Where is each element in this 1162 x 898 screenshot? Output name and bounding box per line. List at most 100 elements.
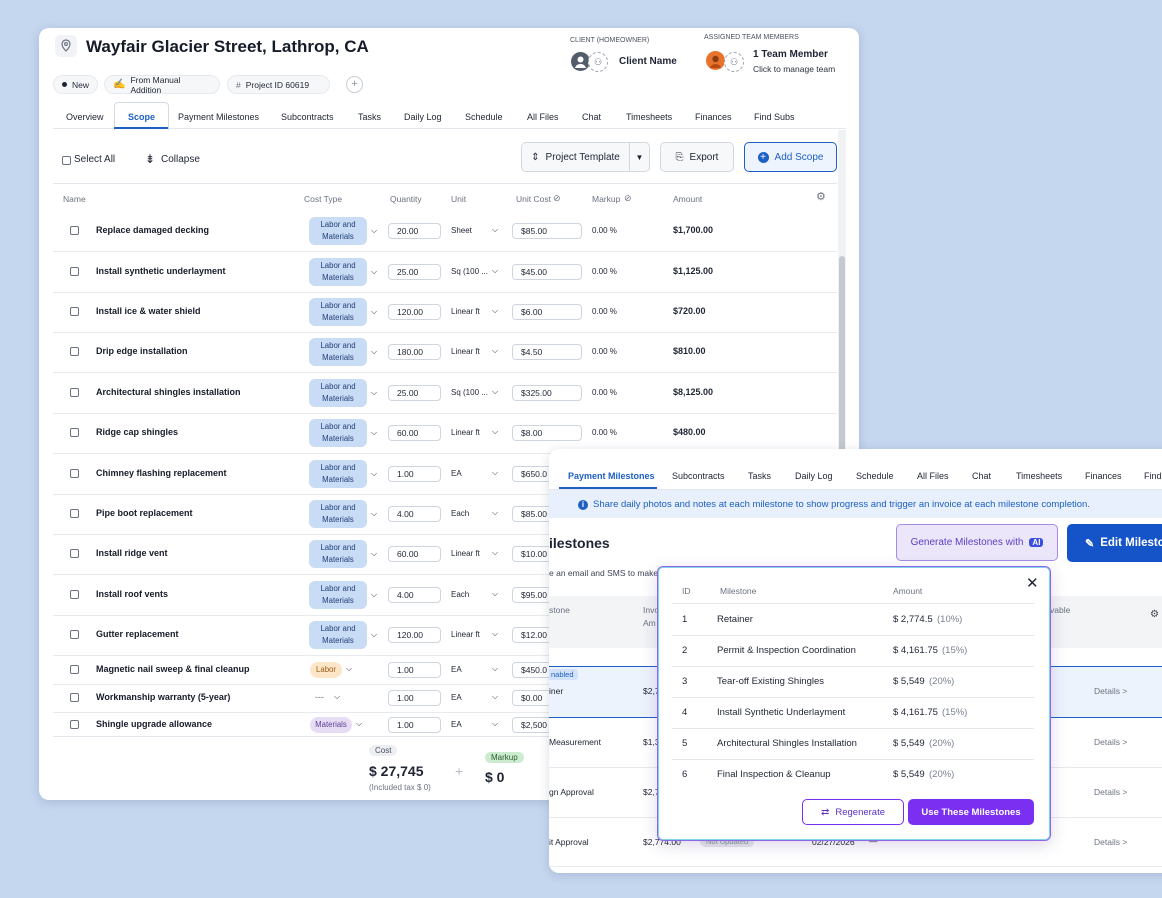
unit-cost-input[interactable]: $325.00	[512, 385, 582, 401]
quantity-input[interactable]: 4.00	[388, 506, 441, 522]
table-row[interactable]	[53, 373, 837, 414]
chevron-down-icon[interactable]: ⌵	[371, 428, 378, 437]
unit-select[interactable]: Sq (100 ...	[451, 388, 488, 397]
unit-select[interactable]: Sheet	[451, 226, 472, 235]
add-scope-button[interactable]: + Add Scope	[744, 142, 837, 172]
chevron-down-icon[interactable]: ⌵	[371, 509, 378, 518]
tab-daily-log[interactable]: Daily Log	[404, 112, 442, 122]
source-badge[interactable]: ✍ From Manual Addition	[104, 75, 220, 95]
quantity-input[interactable]: 20.00	[388, 223, 441, 239]
gear-icon[interactable]: ⚙	[1150, 609, 1159, 620]
row-checkbox[interactable]	[70, 665, 79, 674]
tab-subcontracts[interactable]: Subcontracts	[672, 471, 725, 481]
quantity-input[interactable]: 1.00	[388, 690, 441, 706]
cost-type-badge[interactable]: Labor and Materials	[309, 217, 367, 245]
cost-type-badge[interactable]: Labor and Materials	[309, 621, 367, 649]
cost-type-badge[interactable]: Labor and Materials	[309, 460, 367, 488]
quantity-input[interactable]: 4.00	[388, 587, 441, 603]
table-row[interactable]	[53, 534, 837, 575]
unit-cost-input[interactable]: $8.00	[512, 425, 582, 441]
tab-payment-milestones[interactable]: Payment Milestones	[568, 471, 655, 481]
quantity-input[interactable]: 25.00	[388, 385, 441, 401]
quantity-input[interactable]: 120.00	[388, 627, 441, 643]
collapse-icon[interactable]: ⇟	[145, 152, 156, 166]
quantity-input[interactable]: 1.00	[388, 662, 441, 678]
tab-chat[interactable]: Chat	[972, 471, 992, 481]
status-badge[interactable]: New	[53, 75, 98, 94]
table-row[interactable]	[53, 575, 837, 616]
quantity-input[interactable]: 1.00	[388, 466, 441, 482]
chevron-down-icon[interactable]: ⌵	[371, 549, 378, 558]
unit-select[interactable]: Sq (100 ...	[451, 267, 488, 276]
chevron-down-icon[interactable]: ⌵	[492, 346, 499, 355]
tab-scope[interactable]: Scope	[128, 112, 156, 122]
chevron-down-icon[interactable]: ⌵	[371, 347, 378, 356]
table-row[interactable]	[53, 615, 837, 656]
add-client-icon[interactable]: ⚇	[588, 52, 608, 72]
close-icon[interactable]: ✕	[1026, 575, 1039, 592]
chevron-down-icon[interactable]: ⌵	[371, 388, 378, 397]
chevron-down-icon[interactable]: ⌵	[492, 266, 499, 275]
unit-select[interactable]: Linear ft	[451, 549, 480, 558]
unit-select[interactable]: Linear ft	[451, 307, 480, 316]
tab-finances[interactable]: Finances	[695, 112, 732, 122]
tab-subcontracts[interactable]: Subcontracts	[281, 112, 334, 122]
gear-icon[interactable]: ⚙	[816, 191, 826, 203]
tab-finances[interactable]: Finances	[1085, 471, 1122, 481]
tab-find[interactable]: Find	[1144, 471, 1162, 481]
tab-timesheets[interactable]: Timesheets	[1016, 471, 1063, 481]
chevron-down-icon[interactable]: ⌵	[492, 664, 499, 673]
table-row[interactable]	[53, 332, 837, 373]
tab-timesheets[interactable]: Timesheets	[626, 112, 673, 122]
row-checkbox[interactable]	[70, 388, 79, 397]
cost-type-badge[interactable]: Labor and Materials	[309, 298, 367, 326]
details-link[interactable]: Details >	[1094, 837, 1128, 847]
chevron-down-icon[interactable]: ⌵	[492, 427, 499, 436]
details-link[interactable]: Details >	[1094, 737, 1128, 747]
row-checkbox[interactable]	[70, 428, 79, 437]
export-button[interactable]: ⎘ Export	[660, 142, 734, 172]
details-link[interactable]: Details >	[1094, 686, 1128, 696]
quantity-input[interactable]: 1.00	[388, 717, 441, 733]
tab-tasks[interactable]: Tasks	[748, 471, 772, 481]
cost-type-badge[interactable]: Labor and Materials	[309, 379, 367, 407]
cost-type-badge[interactable]: Labor and Materials	[309, 258, 367, 286]
chevron-down-icon[interactable]: ⌵	[492, 468, 499, 477]
chevron-down-icon[interactable]: ⌵	[356, 719, 363, 728]
chevron-down-icon[interactable]: ⌵	[492, 225, 499, 234]
chevron-down-icon[interactable]: ⌵	[492, 589, 499, 598]
chevron-down-icon[interactable]: ⌵	[371, 590, 378, 599]
chevron-down-icon[interactable]: ⌵	[492, 508, 499, 517]
unit-select[interactable]: EA	[451, 665, 462, 674]
client-avatar[interactable]	[571, 52, 590, 71]
use-milestones-button[interactable]: Use These Milestones	[908, 799, 1034, 825]
add-tag-button[interactable]: +	[346, 76, 363, 93]
unit-select[interactable]: EA	[451, 469, 462, 478]
scrollbar-thumb[interactable]	[839, 256, 845, 476]
unit-select[interactable]: Linear ft	[451, 347, 480, 356]
row-checkbox[interactable]	[70, 549, 79, 558]
select-all-label[interactable]: Select All	[74, 154, 116, 165]
quantity-input[interactable]: 60.00	[388, 546, 441, 562]
tab-schedule[interactable]: Schedule	[465, 112, 503, 122]
table-row[interactable]	[53, 252, 837, 293]
chevron-down-icon[interactable]: ⌵	[371, 469, 378, 478]
unit-select[interactable]: Each	[451, 509, 470, 518]
eye-off-icon[interactable]: ⊘	[624, 193, 632, 203]
table-row[interactable]	[53, 211, 837, 252]
tab-schedule[interactable]: Schedule	[856, 471, 894, 481]
unit-cost-input[interactable]: $4.50	[512, 344, 582, 360]
client-name[interactable]: Client Name	[619, 56, 677, 67]
chevron-down-icon[interactable]: ⌵	[492, 692, 499, 701]
chevron-down-icon[interactable]: ⌵	[492, 387, 499, 396]
chevron-down-icon[interactable]: ⌵	[492, 548, 499, 557]
quantity-input[interactable]: 25.00	[388, 264, 441, 280]
tab-all-files[interactable]: All Files	[917, 471, 949, 481]
row-checkbox[interactable]	[70, 509, 79, 518]
row-checkbox[interactable]	[70, 693, 79, 702]
chevron-down-icon[interactable]: ⌵	[492, 629, 499, 638]
collapse-label[interactable]: Collapse	[161, 154, 200, 165]
quantity-input[interactable]: 120.00	[388, 304, 441, 320]
quantity-input[interactable]: 60.00	[388, 425, 441, 441]
tab-tasks[interactable]: Tasks	[358, 112, 382, 122]
